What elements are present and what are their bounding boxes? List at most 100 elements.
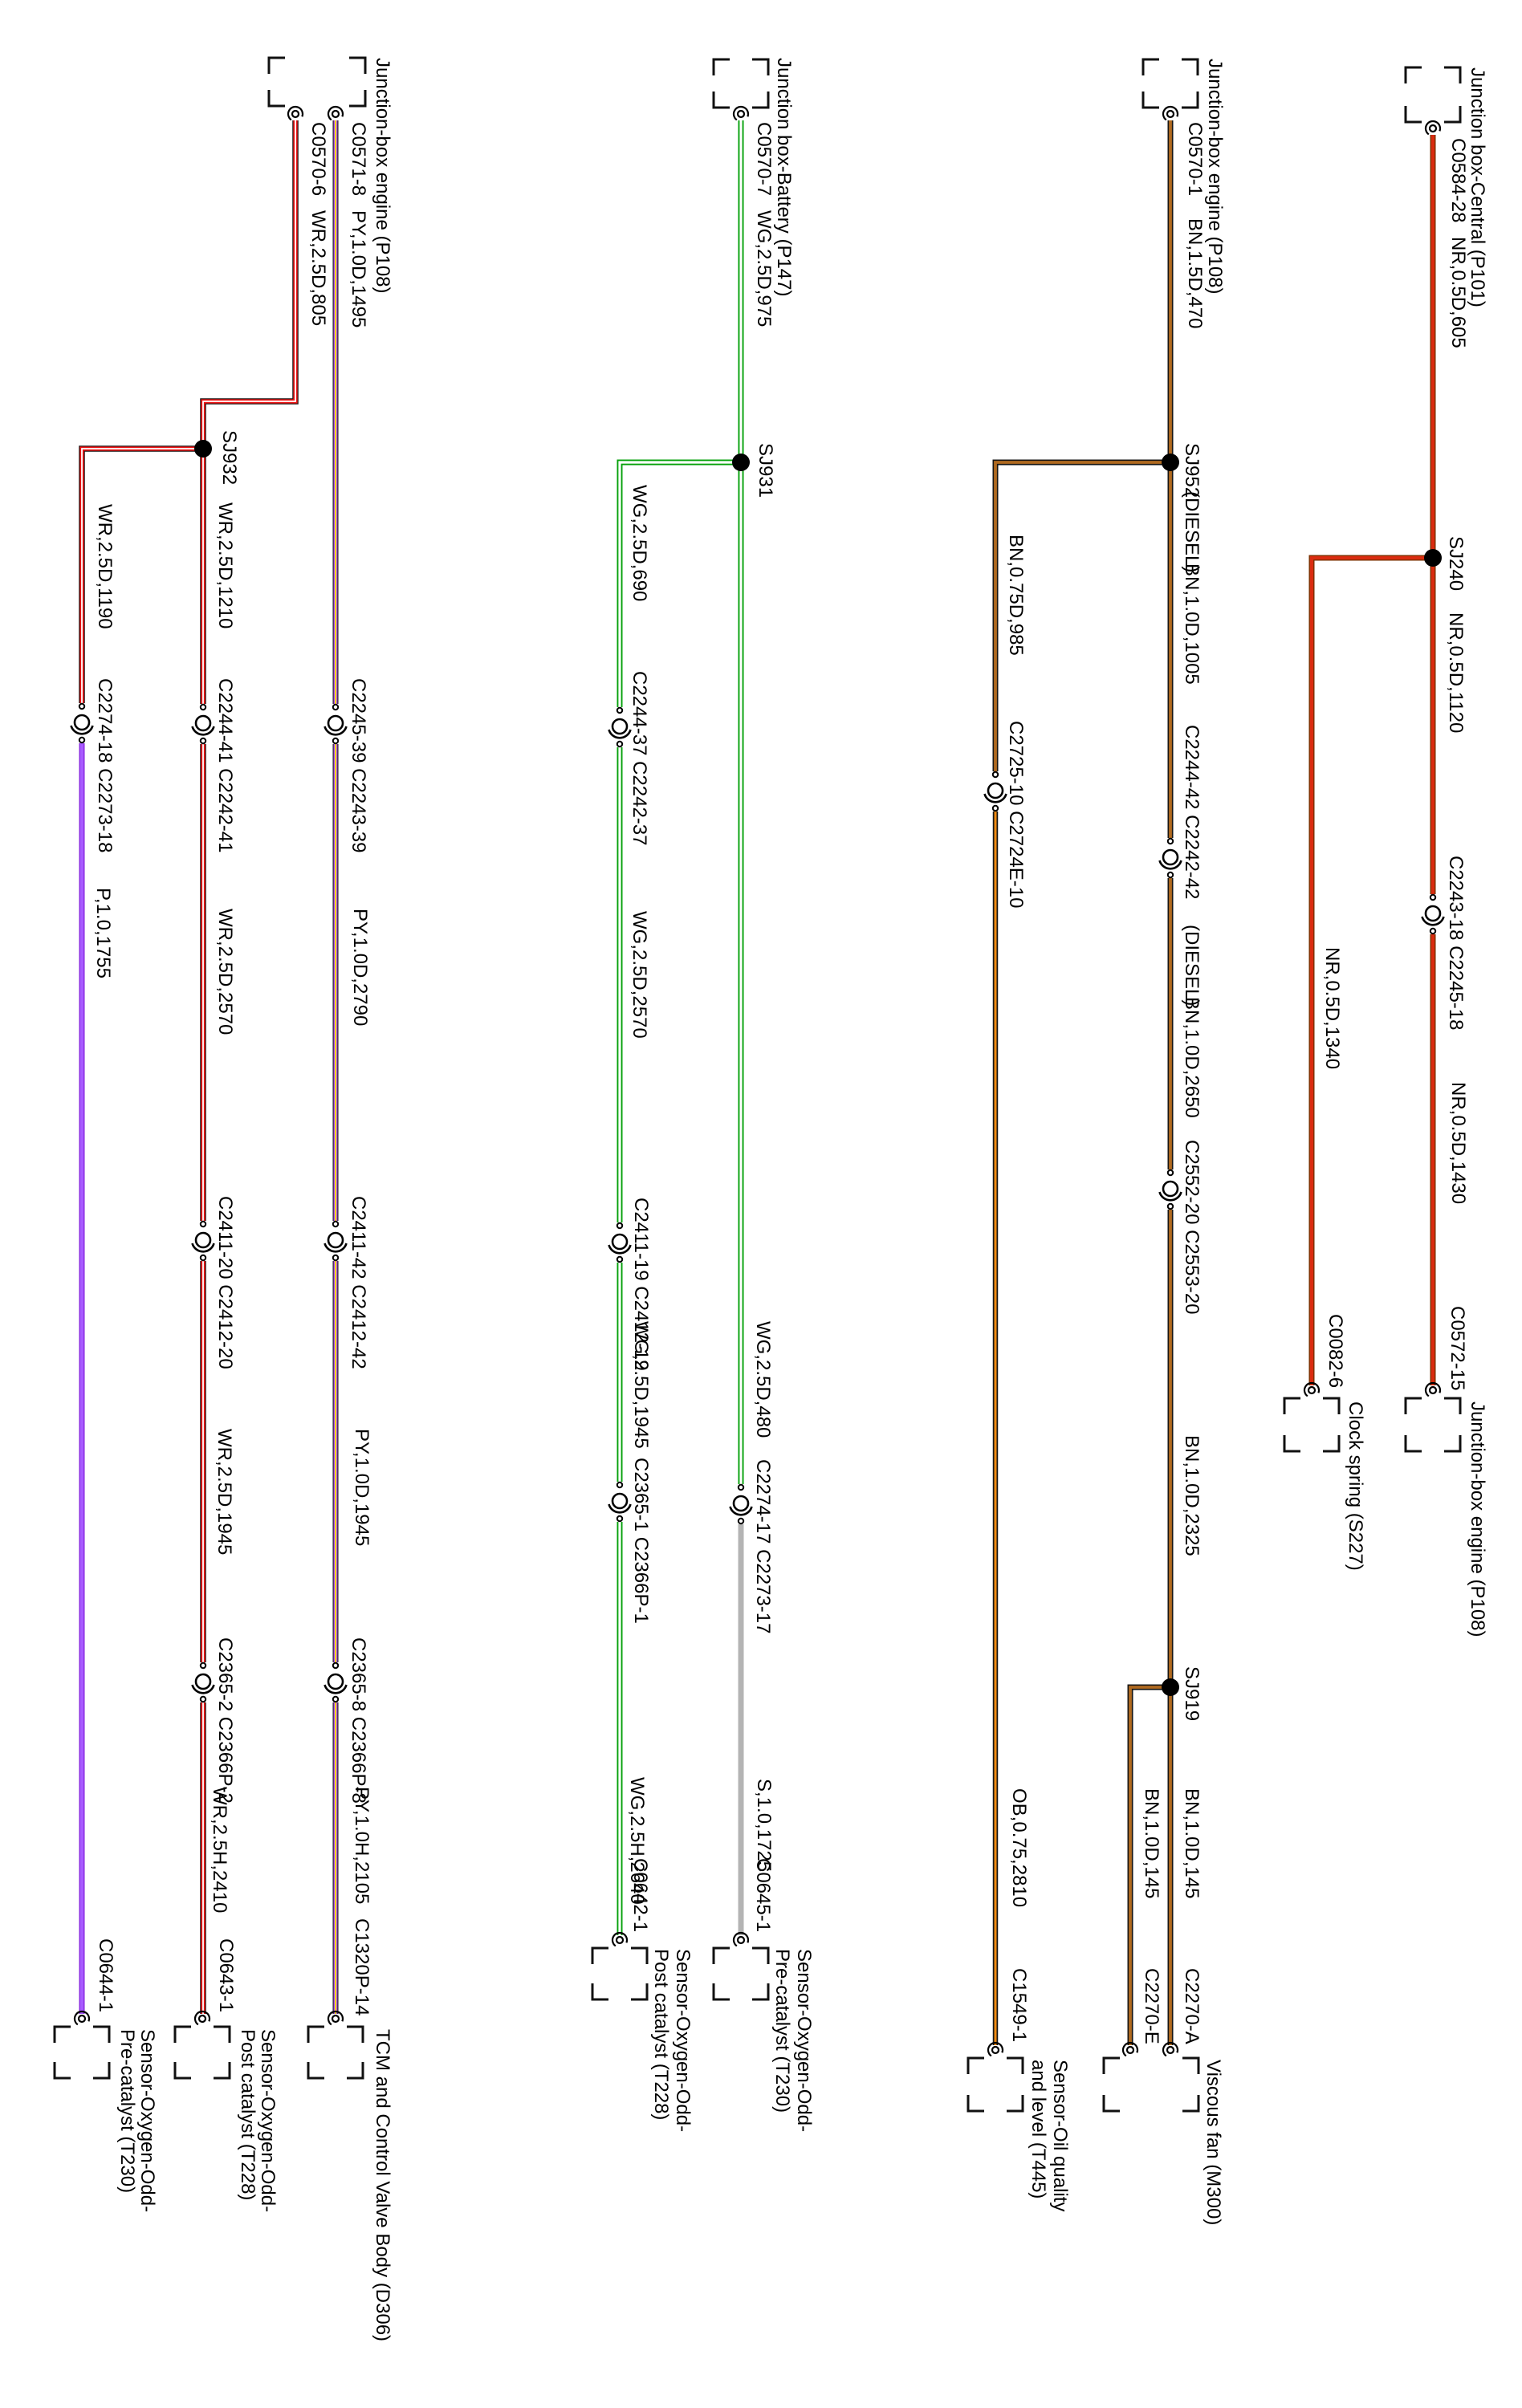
- label-conn-c2274-18: C2274-18 C2273-18: [94, 678, 116, 853]
- label-title-p108-d: Junction-box engine (P108): [372, 58, 393, 294]
- inline-connector-C2365-2-C2366P-2: [191, 1662, 215, 1703]
- inline-connector-C2244-37-C2242-37: [608, 706, 632, 748]
- label-conn-c0570-1: C0570-1: [1184, 122, 1206, 196]
- label-conn-c2274-17: C2274-17 C2273-17: [752, 1459, 774, 1634]
- label-conn-c2244-37: C2244-37 C2242-37: [629, 671, 650, 846]
- label-title-p101: Junction box-Central (P101): [1467, 67, 1488, 307]
- label-title-d306: TCM and Control Valve Body (D306): [372, 2029, 393, 2341]
- label-conn-c0643-1: C0643-1: [215, 1938, 237, 2012]
- inline-connector-C2365-8-C2366P-8: [324, 1662, 348, 1703]
- wire-nr-branch-clockspring: [1308, 555, 1433, 1385]
- inline-connector-C2245-39-C2243-39: [324, 703, 348, 745]
- label-conn-c0642-1: C0642-1: [629, 1858, 651, 1932]
- label-conn-c2552-20: C2552-20 C2553-20: [1181, 1140, 1203, 1315]
- inline-connector-C2274-17-C2273-17: [729, 1483, 753, 1525]
- end-connector-C1320P-14: [327, 2010, 344, 2028]
- component-box-junction-box-engine-p108-top-b: [1142, 58, 1199, 109]
- end-connector-C0644-1: [73, 2010, 91, 2028]
- label-conn-c2411-20: C2411-20 C2412-20: [214, 1196, 236, 1369]
- label-wire-wg-2570: WG,2.5D,2570: [629, 911, 650, 1039]
- label-conn-c2270-e: C2270-E: [1141, 1968, 1162, 2044]
- component-box-junction-box-central-p101: [1404, 66, 1462, 124]
- wire-wr-branch: [79, 445, 203, 719]
- inline-connector-C2411-19-C2412-19: [608, 1222, 632, 1263]
- label-title-t445-2: and level (T445): [1028, 2060, 1049, 2199]
- inline-connectors-layer: [70, 702, 1445, 1703]
- label-conn-c2243-18: C2243-18 C2245-18: [1445, 856, 1467, 1031]
- label-title-s227: Clock spring (S227): [1345, 1401, 1366, 1571]
- label-wire-bn-2325: BN,1.0D,2325: [1181, 1435, 1203, 1556]
- component-box-sensor-oxygen-post-t228-c: [591, 1946, 649, 2001]
- label-wire-wr-1190: WR,2.5D,1190: [94, 504, 116, 629]
- label-splice-sj919: SJ919: [1181, 1666, 1203, 1721]
- label-title-p108-b: Junction-box engine (P108): [1204, 59, 1226, 295]
- label-wire-py-1945: PY,1.0D,1945: [351, 1429, 372, 1546]
- labels-layer: Junction box-Central (P101)C0584-28 NR,0.…: [92, 58, 1488, 2341]
- label-title-m300: Viscous fan (M300): [1203, 2060, 1224, 2225]
- component-box-sensor-oxygen-pre-t230-c: [712, 1946, 770, 2001]
- label-wire-bn-145-a: BN,1.0D,145: [1181, 1788, 1203, 1898]
- label-wire-p-1755: P,1.0,1755: [92, 888, 114, 978]
- boxes-layer: [53, 56, 1462, 2113]
- inline-connector-C2243-18-C2245-18: [1421, 893, 1445, 935]
- label-wire-nr-1340: NR,0.5D,1340: [1321, 947, 1343, 1069]
- label-conn-c2411-19: C2411-19 C2412-19: [630, 1198, 652, 1371]
- label-conn-c0644-1: C0644-1: [95, 1938, 116, 2012]
- component-box-clock-spring-s227: [1283, 1397, 1341, 1453]
- end-connector-C0570-1: [1162, 105, 1179, 123]
- label-wire-s-1725: S,1.0,1725: [753, 1779, 775, 1872]
- end-connector-C0571-8: [327, 105, 344, 123]
- label-wire-wg-1945: WG,2.5D,1945: [630, 1321, 652, 1449]
- inline-connector-C2552-20-C2553-20: [1158, 1169, 1182, 1210]
- label-conn-c2365-1: C2365-1 C2366P-1: [630, 1458, 652, 1624]
- inline-connector-C2411-42-C2412-42: [324, 1220, 348, 1262]
- component-box-tcm-d306: [307, 2025, 364, 2080]
- label-conn-c2365-8: C2365-8 C2366P-8: [348, 1637, 369, 1804]
- wire-wg-branch: [617, 459, 741, 1498]
- label-wire-nr-605: NR,0.5D,605: [1447, 237, 1469, 348]
- inline-connector-C2411-20-C2412-20: [191, 1220, 215, 1262]
- inline-connector-C2274-18-C2273-18: [70, 702, 94, 744]
- end-connector-C0572-15: [1424, 1381, 1442, 1399]
- label-wire-wr-2570: WR,2.5D,2570: [214, 909, 236, 1035]
- label-wire-wr-1945: WR,2.5D,1945: [214, 1429, 235, 1555]
- label-wire-bn-145-e: BN,1.0D,145: [1141, 1788, 1162, 1898]
- label-note-diesel-1: (DIESEL): [1181, 491, 1203, 572]
- splice-SJ919-dot: [1162, 1678, 1179, 1696]
- label-wire-nr-1430: NR,0.5D,1430: [1447, 1082, 1469, 1204]
- end-connector-C2270-A: [1162, 2041, 1179, 2059]
- component-box-junction-box-battery-p147: [712, 58, 770, 109]
- label-conn-c0571-8: C0571-8: [348, 122, 369, 196]
- label-conn-c2244-41: C2244-41 C2242-41: [214, 678, 236, 853]
- label-title-t230d-1: Sensor-Oxygen-Odd-: [136, 2029, 158, 2212]
- component-box-sensor-oil-quality-t445: [967, 2056, 1024, 2113]
- label-conn-c0584-28: C0584-28: [1447, 138, 1469, 222]
- end-connector-C2270-E: [1121, 2041, 1139, 2059]
- label-splice-sj952: SJ952: [1181, 443, 1203, 498]
- label-conn-c1549-1: C1549-1: [1008, 1968, 1030, 2042]
- label-wire-py-2790: PY,1.0D,2790: [349, 909, 371, 1026]
- end-connector-C0570-7: [732, 105, 750, 123]
- label-conn-c2365-2: C2365-2 C2366P-2: [214, 1637, 236, 1804]
- label-title-t228d-2: Post catalyst (T228): [237, 2029, 258, 2200]
- label-wire-wr-2410: WR,2.5H,2410: [209, 1787, 230, 1913]
- end-connector-C1549-1: [987, 2041, 1004, 2059]
- label-conn-c2411-42: C2411-42 C2412-42: [348, 1196, 369, 1369]
- end-connector-C0643-1: [193, 2010, 211, 2028]
- inline-connector-C2725-10-C2724E-10: [983, 771, 1007, 812]
- label-conn-c2245-39: C2245-39 C2243-39: [348, 678, 369, 853]
- inline-connector-C2365-1-C2366P-1: [608, 1481, 632, 1523]
- label-wire-wr-1210: WR,2.5D,1210: [214, 502, 236, 628]
- end-connector-C0645-1: [732, 1931, 750, 1949]
- label-conn-c0570-7: C0570-7: [753, 122, 775, 196]
- label-title-t228c-2: Post catalyst (T228): [650, 1949, 672, 2120]
- splice-SJ240-dot: [1424, 549, 1442, 567]
- label-conn-c1320p-14: C1320P-14: [351, 1918, 372, 2015]
- end-connector-C0642-1: [611, 1931, 629, 1949]
- label-wire-py-2105: PY,1.0H,2105: [351, 1787, 372, 1904]
- label-title-p108-br: Junction-box engine (P108): [1467, 1401, 1488, 1637]
- label-wire-nr-1120: NR,0.5D,1120: [1445, 612, 1467, 733]
- label-title-t228d-1: Sensor-Oxygen-Odd-: [257, 2029, 279, 2212]
- label-conn-c0572-15: C0572-15: [1447, 1306, 1468, 1390]
